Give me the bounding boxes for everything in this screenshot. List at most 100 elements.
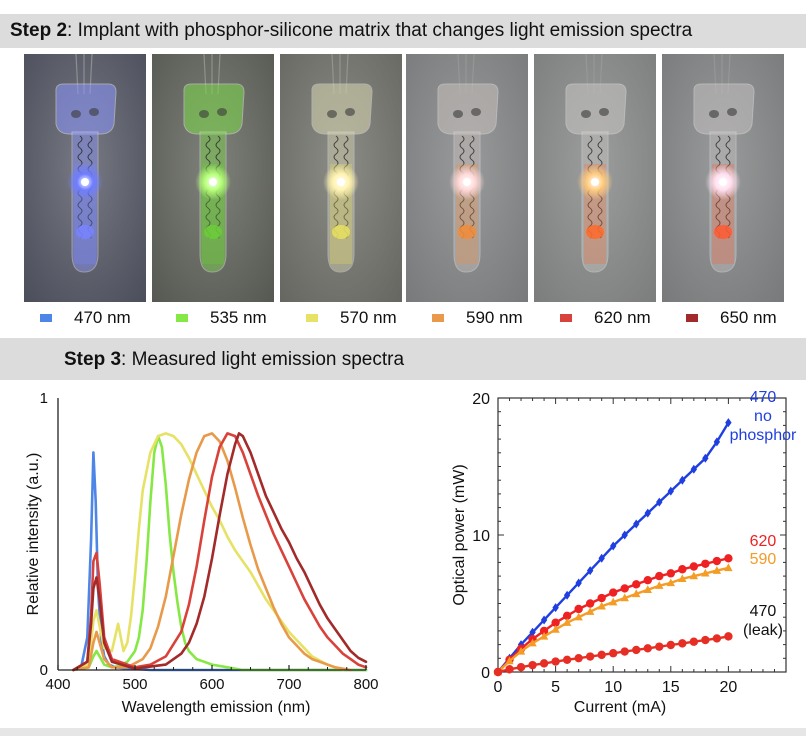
data-point-3 xyxy=(585,652,595,661)
phosphor-droplet xyxy=(714,225,732,239)
legend-label: 470 nm xyxy=(74,308,131,327)
data-point-3 xyxy=(678,639,687,648)
legend-swatch xyxy=(686,314,698,322)
legend-label: 650 nm xyxy=(720,308,777,327)
solder-pad xyxy=(89,108,99,116)
data-point-3 xyxy=(712,634,722,643)
led-core xyxy=(719,178,727,186)
data-point-2 xyxy=(516,646,526,655)
led-core xyxy=(81,178,89,186)
data-point-3 xyxy=(516,663,526,672)
step2-text: : Implant with phosphor-silicone matrix … xyxy=(67,20,693,41)
legend-swatch xyxy=(432,314,444,322)
legend-swatch xyxy=(176,314,188,322)
data-point-1 xyxy=(689,562,699,571)
spectrum-line-2 xyxy=(72,432,345,672)
data-point-1 xyxy=(539,626,549,636)
data-point-3 xyxy=(597,650,606,660)
led-core xyxy=(337,178,345,186)
data-point-3 xyxy=(655,642,664,651)
legend-item-620: 620 nm xyxy=(560,308,651,328)
x-tick-label: 800 xyxy=(353,676,378,693)
data-point-2 xyxy=(689,571,699,580)
x-tick-label: 10 xyxy=(604,679,622,696)
data-point-2 xyxy=(505,656,514,665)
data-point-2 xyxy=(562,618,572,626)
solder-pad xyxy=(327,110,337,118)
step3-banner xyxy=(0,338,806,380)
data-point-1 xyxy=(551,618,560,627)
solder-pad xyxy=(453,110,463,118)
x-tick-label: 500 xyxy=(122,676,147,693)
implant-base xyxy=(183,83,245,135)
data-point-3 xyxy=(551,657,560,666)
legend-item-535: 535 nm xyxy=(176,308,267,328)
spectrum-line-0 xyxy=(72,451,368,672)
solder-pad xyxy=(217,108,227,116)
data-point-2 xyxy=(574,612,583,621)
spectrum-line-5 xyxy=(72,432,368,672)
y-tick-label: 20 xyxy=(472,391,490,408)
implant-photo-image xyxy=(24,54,146,302)
series-label-3: 470 xyxy=(750,603,777,620)
solder-pad xyxy=(471,108,481,116)
implant-photo xyxy=(24,54,146,302)
series-label-0: 470 xyxy=(750,389,777,406)
phosphor-droplet xyxy=(458,225,476,239)
data-point-1 xyxy=(643,576,652,585)
data-point-2 xyxy=(678,574,687,583)
data-point-3 xyxy=(643,644,652,653)
data-point-1 xyxy=(712,556,722,566)
data-point-1 xyxy=(655,571,664,581)
legend-item-650: 650 nm xyxy=(686,308,777,328)
phosphor-droplet xyxy=(76,225,94,239)
data-point-2 xyxy=(609,597,618,606)
implant-photo xyxy=(280,54,402,302)
data-point-2 xyxy=(655,581,664,589)
series-label-0: no xyxy=(754,408,772,425)
data-point-1 xyxy=(678,565,687,574)
x-tick-label: 600 xyxy=(199,676,224,693)
x-tick-label: 20 xyxy=(720,679,738,696)
data-point-3 xyxy=(562,655,572,665)
solder-pad xyxy=(727,108,737,116)
data-point-1 xyxy=(609,588,618,597)
x-axis-label: Wavelength emission (nm) xyxy=(122,699,311,716)
data-point-2 xyxy=(712,566,722,574)
x-tick-label: 400 xyxy=(45,676,70,693)
data-point-3 xyxy=(620,647,629,656)
bottom-border xyxy=(0,728,806,736)
phosphor-droplet xyxy=(332,225,350,239)
legend-item-590: 590 nm xyxy=(432,308,523,328)
implant-base xyxy=(311,83,373,135)
data-point-2 xyxy=(701,568,710,577)
data-point-1 xyxy=(620,584,629,593)
data-point-3 xyxy=(701,635,710,645)
phosphor-droplet xyxy=(204,225,222,239)
data-point-2 xyxy=(643,585,652,593)
data-point-3 xyxy=(724,632,733,641)
phosphor-droplet xyxy=(586,225,604,239)
data-point-3 xyxy=(609,649,618,658)
implant-photo-image xyxy=(662,54,784,302)
implant-photo xyxy=(152,54,274,302)
data-point-1 xyxy=(632,580,641,589)
emission-spectra-chart: 400 500 600 700 800 0 1 Wavelength emission (nm… xyxy=(25,390,379,716)
data-point-1 xyxy=(701,559,710,568)
data-point-3 xyxy=(528,660,537,670)
implant-photo-image xyxy=(406,54,528,302)
series-label-3: (leak) xyxy=(743,622,783,639)
y-tick-label: 1 xyxy=(40,390,48,407)
step2-label: Step 2 xyxy=(10,20,68,41)
implant-photo xyxy=(406,54,528,302)
solder-pad xyxy=(709,110,719,118)
series-label-2: 590 xyxy=(750,551,777,568)
legend-label: 590 nm xyxy=(466,308,523,327)
y-tick-label: 0 xyxy=(40,662,48,679)
implant-base xyxy=(55,83,117,135)
implant-photo-image xyxy=(280,54,402,302)
x-tick-label: 700 xyxy=(276,676,301,693)
data-point-1 xyxy=(666,569,675,578)
optical-power-chart: 0 5 10 15 20 0 10 20 Current (mA) Optical power (… xyxy=(451,389,797,716)
legend-label: 570 nm xyxy=(340,308,397,327)
